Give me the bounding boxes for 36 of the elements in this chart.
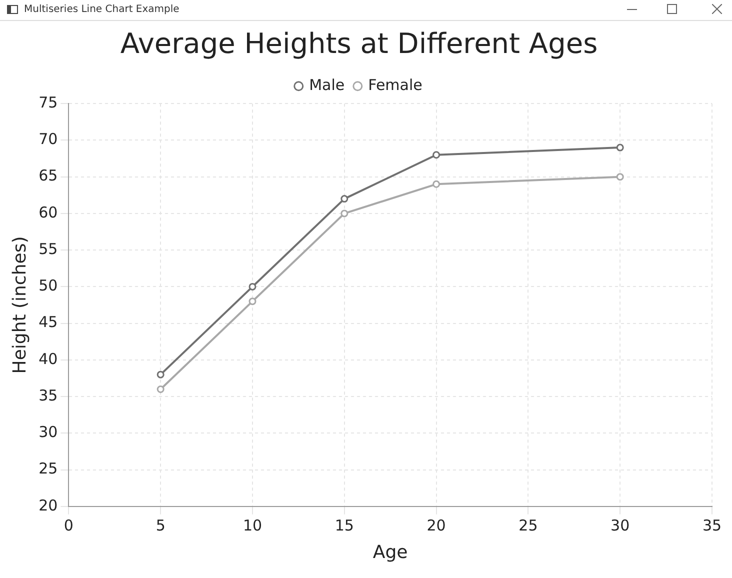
y-tick-label: 50 — [38, 276, 58, 295]
point — [616, 173, 624, 181]
y-tick-label: 30 — [38, 423, 58, 442]
x-tick-label: 10 — [242, 516, 262, 534]
x-tick-label: 20 — [426, 516, 446, 534]
x-tick-label: 0 — [64, 516, 74, 534]
y-tick-label: 65 — [38, 166, 58, 185]
y-tick-label: 40 — [38, 350, 58, 368]
y-tick-label: 25 — [38, 460, 58, 478]
legend-label: Female — [368, 76, 422, 94]
legend-label: Male — [309, 76, 345, 94]
y-axis-title: Height (inches) — [9, 236, 30, 374]
x-axis-title: Age — [372, 542, 408, 563]
y-tick-label: 45 — [38, 313, 58, 332]
point — [340, 210, 348, 218]
point — [432, 180, 440, 188]
point — [248, 298, 256, 306]
point — [340, 195, 348, 203]
y-tick-label: 75 — [38, 93, 58, 112]
point — [156, 385, 164, 393]
x-tick-label: 15 — [334, 516, 354, 534]
y-tick-label: 35 — [38, 386, 58, 404]
point — [432, 151, 440, 159]
x-tick-label: 5 — [156, 516, 166, 534]
point — [248, 282, 256, 290]
y-tick-label: 55 — [38, 240, 58, 258]
point — [156, 370, 164, 378]
x-tick-label: 30 — [610, 516, 630, 534]
y-tick-label: 70 — [38, 130, 58, 148]
chart-title: Average Heights at Different Ages — [120, 27, 598, 60]
y-tick-label: 60 — [38, 203, 58, 222]
x-tick-label: 25 — [518, 516, 538, 534]
point — [616, 144, 624, 152]
text: Multiseries Line Chart Example — [24, 4, 180, 15]
x-tick-label: 35 — [702, 516, 722, 534]
y-tick-label: 20 — [38, 496, 58, 514]
